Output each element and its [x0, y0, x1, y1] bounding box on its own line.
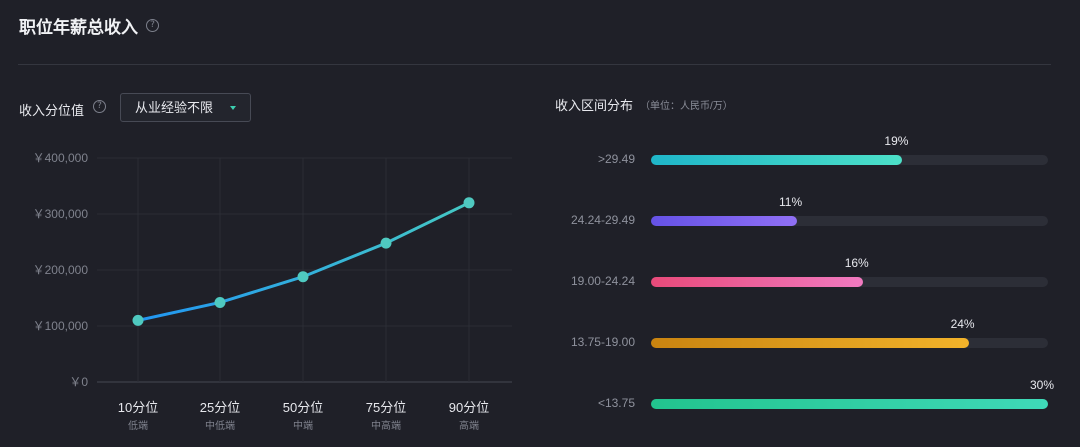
bar: [651, 277, 863, 287]
bar-category-label: 24.24-29.49: [570, 213, 635, 227]
bar-value-label: 11%: [778, 195, 803, 209]
distribution-unit: （单位：人民币/万）: [640, 101, 733, 112]
bar: [651, 216, 797, 226]
bar-row: 13.75-19.00 24%: [540, 317, 1080, 353]
page-title: 职位年薪总收入: [19, 18, 138, 37]
experience-dropdown[interactable]: 从业经验不限: [120, 93, 251, 122]
bar-row: 24.24-29.49 11%: [540, 195, 1080, 231]
caret-down-icon: [230, 106, 236, 110]
data-point: [132, 314, 144, 326]
bar-category-label: <13.75: [597, 396, 635, 410]
y-tick-label: ￥300,000: [33, 207, 89, 221]
distribution-label: 收入区间分布: [555, 98, 634, 113]
bar-value-label: 16%: [844, 256, 869, 270]
x-tick-sublabel: 中端: [293, 419, 313, 432]
bar-category-label: 13.75-19.00: [570, 335, 635, 349]
y-tick-label: ￥200,000: [33, 263, 89, 277]
bar-value-label: 30%: [1029, 378, 1055, 392]
x-tick-label: 90分位: [449, 400, 489, 415]
x-tick-label: 25分位: [200, 400, 240, 415]
data-point: [380, 237, 392, 249]
bar-category-label: >29.49: [597, 152, 635, 166]
data-point: [214, 296, 226, 308]
percentile-label: 收入分位值: [19, 103, 85, 118]
dropdown-value: 从业经验不限: [135, 100, 214, 115]
y-tick-label: ￥400,000: [33, 151, 89, 165]
bar: [651, 338, 969, 348]
data-point: [297, 271, 309, 283]
y-tick-label: ￥0: [69, 375, 88, 389]
percentile-line-chart: ￥0 ￥100,000 ￥200,000 ￥300,000 ￥400,000 10分位低端…: [33, 151, 512, 432]
bar-track: [651, 216, 1048, 226]
bar-value-label: 24%: [950, 317, 975, 331]
bar-row: <13.75 30%: [540, 378, 1080, 414]
bar-row: >29.49 19%: [540, 134, 1080, 170]
x-tick-label: 75分位: [366, 400, 406, 415]
bar-category-label: 19.00-24.24: [570, 274, 635, 288]
divider: [18, 64, 1051, 65]
bar-value-label: 19%: [884, 134, 909, 148]
x-tick-label: 10分位: [118, 400, 158, 415]
bar-row: 19.00-24.24 16%: [540, 256, 1080, 292]
x-tick-sublabel: 中高端: [371, 419, 401, 432]
data-point: [463, 197, 475, 209]
help-icon[interactable]: ?: [146, 19, 159, 32]
x-tick-sublabel: 高端: [459, 419, 479, 432]
y-tick-label: ￥100,000: [33, 319, 89, 333]
x-tick-sublabel: 低端: [128, 419, 148, 432]
help-icon[interactable]: ?: [93, 100, 106, 113]
x-tick-sublabel: 中低端: [205, 419, 235, 432]
bar: [651, 155, 903, 165]
bar: [651, 399, 1048, 409]
x-tick-label: 50分位: [283, 400, 323, 415]
